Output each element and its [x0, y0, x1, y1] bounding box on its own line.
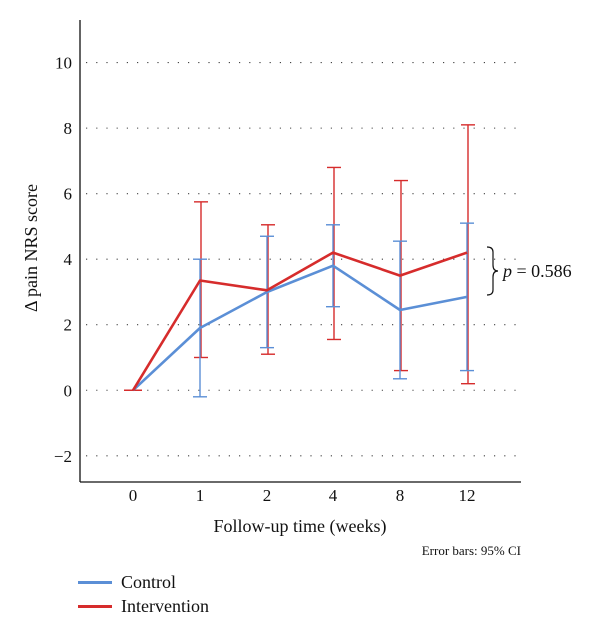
y-tick-label: 0 — [64, 381, 73, 400]
legend-label-intervention: Intervention — [121, 595, 209, 616]
y-tick-label: −2 — [54, 447, 72, 466]
y-tick-label: 6 — [64, 185, 73, 204]
y-tick-labels: −2 0 2 4 6 8 10 — [54, 54, 73, 466]
series-lines — [131, 251, 468, 392]
p-value-brace — [486, 246, 499, 296]
p-value-annotation: p = 0.586 — [501, 261, 572, 281]
x-tick-label: 0 — [129, 486, 138, 505]
legend-label-control: Control — [121, 571, 177, 592]
y-tick-label: 8 — [64, 119, 73, 138]
series-line-control — [132, 264, 468, 392]
error-bars — [124, 124, 475, 398]
y-tick-label: 10 — [55, 54, 72, 73]
x-tick-label: 12 — [459, 486, 476, 505]
y-tick-label: 2 — [64, 316, 73, 335]
legend: Control Intervention — [78, 570, 209, 618]
grid-lines — [86, 62, 521, 457]
x-tick-labels: 0 1 2 4 8 12 — [129, 486, 476, 505]
y-tick-label: 4 — [64, 250, 73, 269]
x-tick-label: 8 — [396, 486, 405, 505]
x-tick-label: 2 — [263, 486, 272, 505]
axes — [79, 20, 521, 483]
legend-item-control: Control — [78, 570, 209, 594]
error-bar-note: Error bars: 95% CI — [422, 543, 521, 558]
x-tick-label: 1 — [196, 486, 205, 505]
y-axis-title: Δ pain NRS score — [21, 184, 41, 312]
legend-swatch-control — [78, 580, 112, 584]
x-axis-title: Follow-up time (weeks) — [214, 516, 387, 537]
series-line-intervention — [131, 251, 468, 391]
legend-item-intervention: Intervention — [78, 594, 209, 618]
legend-swatch-intervention — [78, 604, 112, 608]
x-tick-label: 4 — [329, 486, 338, 505]
